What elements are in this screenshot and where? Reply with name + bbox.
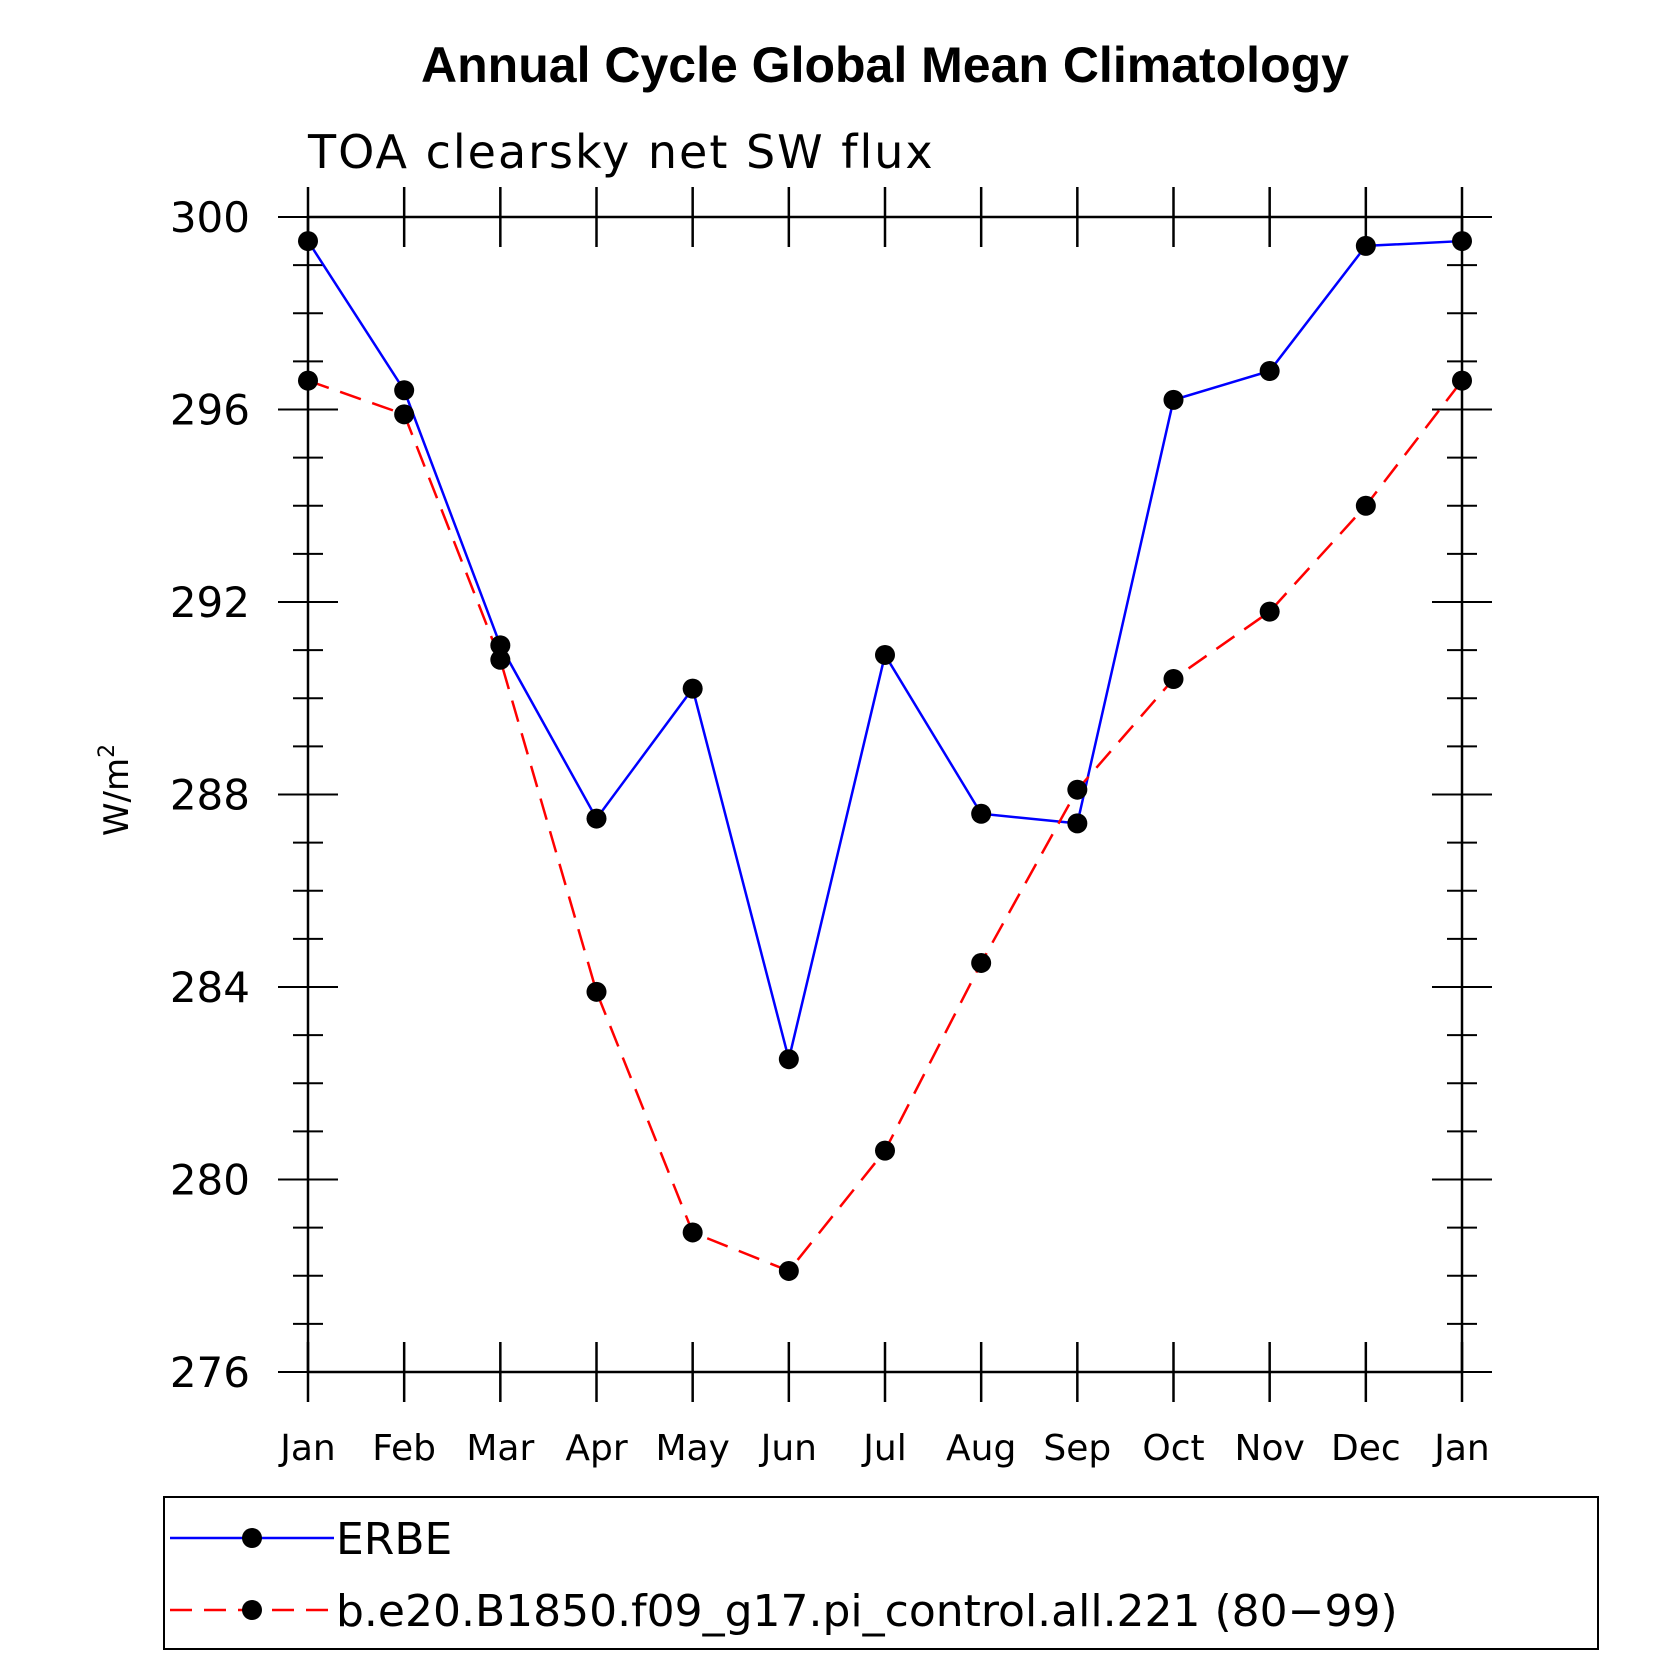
series-line-2 [307, 379, 1463, 1273]
y-tick-label: 292 [170, 578, 250, 627]
legend: ERBE b.e20.B1850.f09_g17.pi_control.all.2… [163, 1496, 1599, 1650]
series-2-point [778, 1260, 799, 1281]
series-1-point [1259, 361, 1280, 381]
series-1-point [298, 231, 318, 252]
svg-text:W/m2: W/m2 [95, 744, 137, 836]
x-tick-label: Aug [946, 1428, 1016, 1469]
x-tick-label: Jul [861, 1428, 906, 1469]
series-1-point [490, 635, 511, 656]
y-tick-label: 288 [170, 771, 250, 820]
series-1-point [971, 803, 992, 824]
series-2-point [682, 1222, 703, 1243]
plot-area: Jan Feb Mar Apr May Jun Jul Aug Sep Oct Nov Dec Jan 2… [170, 187, 1492, 1469]
x-tick-label: Jun [759, 1428, 817, 1469]
series-1-point [875, 644, 895, 665]
series-1-point [778, 1049, 799, 1070]
series-1-point [682, 678, 703, 699]
chart-title: Annual Cycle Global Mean Climatology [421, 37, 1349, 93]
y-tick-label: 300 [170, 193, 250, 242]
series-1-point [1355, 235, 1376, 256]
y-tick-label: 296 [170, 386, 250, 435]
legend-box [163, 1496, 1599, 1650]
x-tick-label: Dec [1331, 1428, 1401, 1469]
series-1-point [586, 808, 607, 829]
series-2-point [1067, 779, 1088, 800]
chart-subtitle: TOA clearsky net SW flux [307, 125, 935, 179]
series-2-point [1355, 495, 1376, 516]
y-axis-label-text: W/m [97, 758, 137, 836]
series-2-point [875, 1140, 895, 1161]
x-tick-label: Apr [565, 1428, 627, 1469]
legend-label-1: ERBE [336, 1514, 452, 1565]
x-tick-label: Jan [1432, 1428, 1490, 1469]
series-2-point [490, 649, 511, 670]
y-tick-label: 280 [170, 1156, 250, 1205]
series-1-point [1163, 389, 1184, 410]
legend-label-2: b.e20.B1850.f09_g17.pi_control.all.221 (… [336, 1586, 1398, 1637]
series-2-point [1163, 669, 1184, 689]
series-2-point [586, 981, 607, 1002]
plot-frame [306, 215, 1464, 1374]
x-tick-label: May [655, 1428, 729, 1469]
x-tick-label: Nov [1235, 1428, 1305, 1469]
series-2-point [971, 952, 992, 973]
y-tick-label: 276 [170, 1348, 250, 1397]
x-tick-label: Oct [1142, 1428, 1204, 1469]
y-axis-label: W/m2 [95, 744, 137, 836]
series-2-point [1259, 601, 1280, 622]
legend-marker-2 [242, 1600, 262, 1620]
y-axis-label-superscript: 2 [95, 744, 120, 758]
series-2-point [1452, 370, 1472, 391]
series-1-point [1452, 231, 1472, 252]
x-tick-label: Mar [466, 1428, 534, 1469]
series-2-point [298, 370, 318, 391]
series-1-point [394, 380, 415, 401]
y-tick-label: 284 [170, 963, 250, 1012]
x-tick-label: Sep [1043, 1428, 1111, 1469]
series-2-point [394, 404, 415, 425]
series-1-point [1067, 813, 1088, 834]
legend-marker-1 [242, 1528, 262, 1548]
x-tick-label: Jan [278, 1428, 336, 1469]
x-tick-label: Feb [372, 1428, 436, 1469]
